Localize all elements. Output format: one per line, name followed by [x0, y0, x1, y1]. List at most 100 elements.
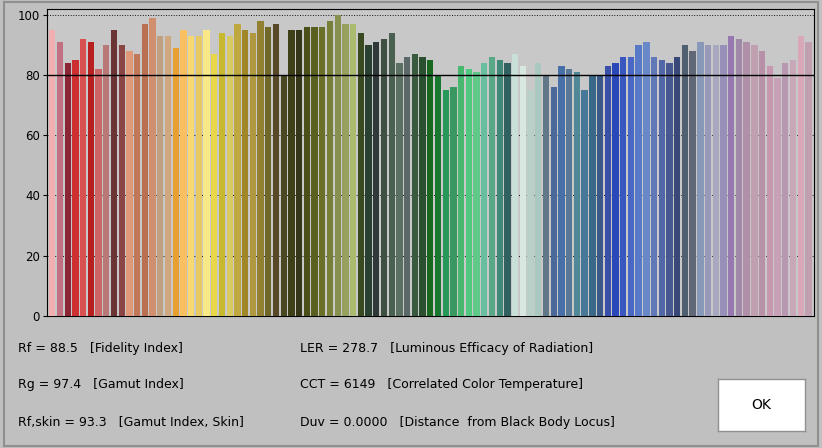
Bar: [620, 57, 626, 316]
Text: Rg = 97.4   [Gamut Index]: Rg = 97.4 [Gamut Index]: [18, 378, 184, 391]
Bar: [257, 21, 264, 316]
Bar: [203, 30, 210, 316]
Bar: [690, 51, 695, 316]
Bar: [118, 45, 125, 316]
Bar: [289, 30, 294, 316]
Bar: [103, 45, 109, 316]
Bar: [134, 54, 141, 316]
Bar: [404, 57, 410, 316]
Bar: [605, 66, 611, 316]
Bar: [535, 63, 542, 316]
Text: OK: OK: [751, 398, 772, 412]
Bar: [57, 42, 63, 316]
Bar: [442, 90, 449, 316]
Bar: [736, 39, 742, 316]
Bar: [790, 60, 797, 316]
Bar: [350, 24, 356, 316]
Bar: [381, 39, 387, 316]
Bar: [280, 75, 287, 316]
Bar: [496, 60, 503, 316]
Bar: [574, 72, 580, 316]
Bar: [150, 18, 155, 316]
Bar: [327, 21, 333, 316]
Bar: [234, 24, 241, 316]
Bar: [180, 30, 187, 316]
Bar: [743, 42, 750, 316]
Bar: [427, 60, 433, 316]
Bar: [157, 36, 164, 316]
Bar: [266, 27, 271, 316]
Bar: [759, 51, 765, 316]
Bar: [774, 78, 781, 316]
Bar: [458, 66, 464, 316]
Bar: [64, 63, 71, 316]
Bar: [396, 63, 403, 316]
Bar: [720, 45, 727, 316]
Text: LER = 278.7   [Luminous Efficacy of Radiation]: LER = 278.7 [Luminous Efficacy of Radiat…: [300, 342, 593, 355]
Bar: [667, 63, 672, 316]
Bar: [528, 90, 533, 316]
Text: Rf = 88.5   [Fidelity Index]: Rf = 88.5 [Fidelity Index]: [18, 342, 183, 355]
Bar: [512, 54, 519, 316]
Bar: [767, 66, 773, 316]
Bar: [697, 42, 704, 316]
Bar: [111, 30, 118, 316]
Bar: [705, 45, 711, 316]
Bar: [435, 75, 441, 316]
Bar: [612, 63, 619, 316]
Bar: [566, 69, 572, 316]
Bar: [312, 27, 318, 316]
Bar: [358, 33, 364, 316]
Bar: [319, 27, 326, 316]
Bar: [635, 45, 642, 316]
Bar: [681, 45, 688, 316]
Bar: [643, 42, 649, 316]
Bar: [80, 39, 86, 316]
Text: Rf,skin = 93.3   [Gamut Index, Skin]: Rf,skin = 93.3 [Gamut Index, Skin]: [18, 417, 244, 430]
Bar: [581, 90, 588, 316]
Bar: [782, 63, 788, 316]
Bar: [589, 75, 595, 316]
Text: Duv = 0.0000   [Distance  from Black Body Locus]: Duv = 0.0000 [Distance from Black Body L…: [300, 417, 615, 430]
Bar: [505, 63, 510, 316]
Bar: [466, 69, 472, 316]
Bar: [227, 36, 233, 316]
Bar: [165, 36, 171, 316]
Bar: [389, 33, 395, 316]
Bar: [88, 42, 94, 316]
Bar: [658, 60, 665, 316]
Bar: [628, 57, 634, 316]
Bar: [728, 36, 734, 316]
Bar: [489, 57, 495, 316]
Bar: [412, 54, 418, 316]
Bar: [551, 87, 557, 316]
Bar: [713, 45, 719, 316]
Bar: [173, 48, 179, 316]
Bar: [342, 24, 349, 316]
Bar: [196, 36, 202, 316]
Bar: [250, 33, 256, 316]
Bar: [543, 75, 549, 316]
Bar: [296, 30, 302, 316]
Bar: [273, 24, 279, 316]
Bar: [473, 72, 480, 316]
Bar: [674, 57, 681, 316]
Text: CCT = 6149   [Correlated Color Temperature]: CCT = 6149 [Correlated Color Temperature…: [300, 378, 583, 391]
Bar: [597, 75, 603, 316]
Bar: [219, 33, 225, 316]
Bar: [751, 45, 758, 316]
Bar: [211, 54, 218, 316]
Bar: [188, 36, 194, 316]
Bar: [127, 51, 132, 316]
Bar: [373, 42, 380, 316]
Bar: [450, 87, 457, 316]
Bar: [481, 63, 487, 316]
Bar: [366, 45, 372, 316]
Bar: [797, 36, 804, 316]
Bar: [95, 69, 102, 316]
Bar: [651, 57, 658, 316]
Bar: [558, 66, 565, 316]
Bar: [520, 66, 526, 316]
Bar: [303, 27, 310, 316]
Bar: [242, 30, 248, 316]
